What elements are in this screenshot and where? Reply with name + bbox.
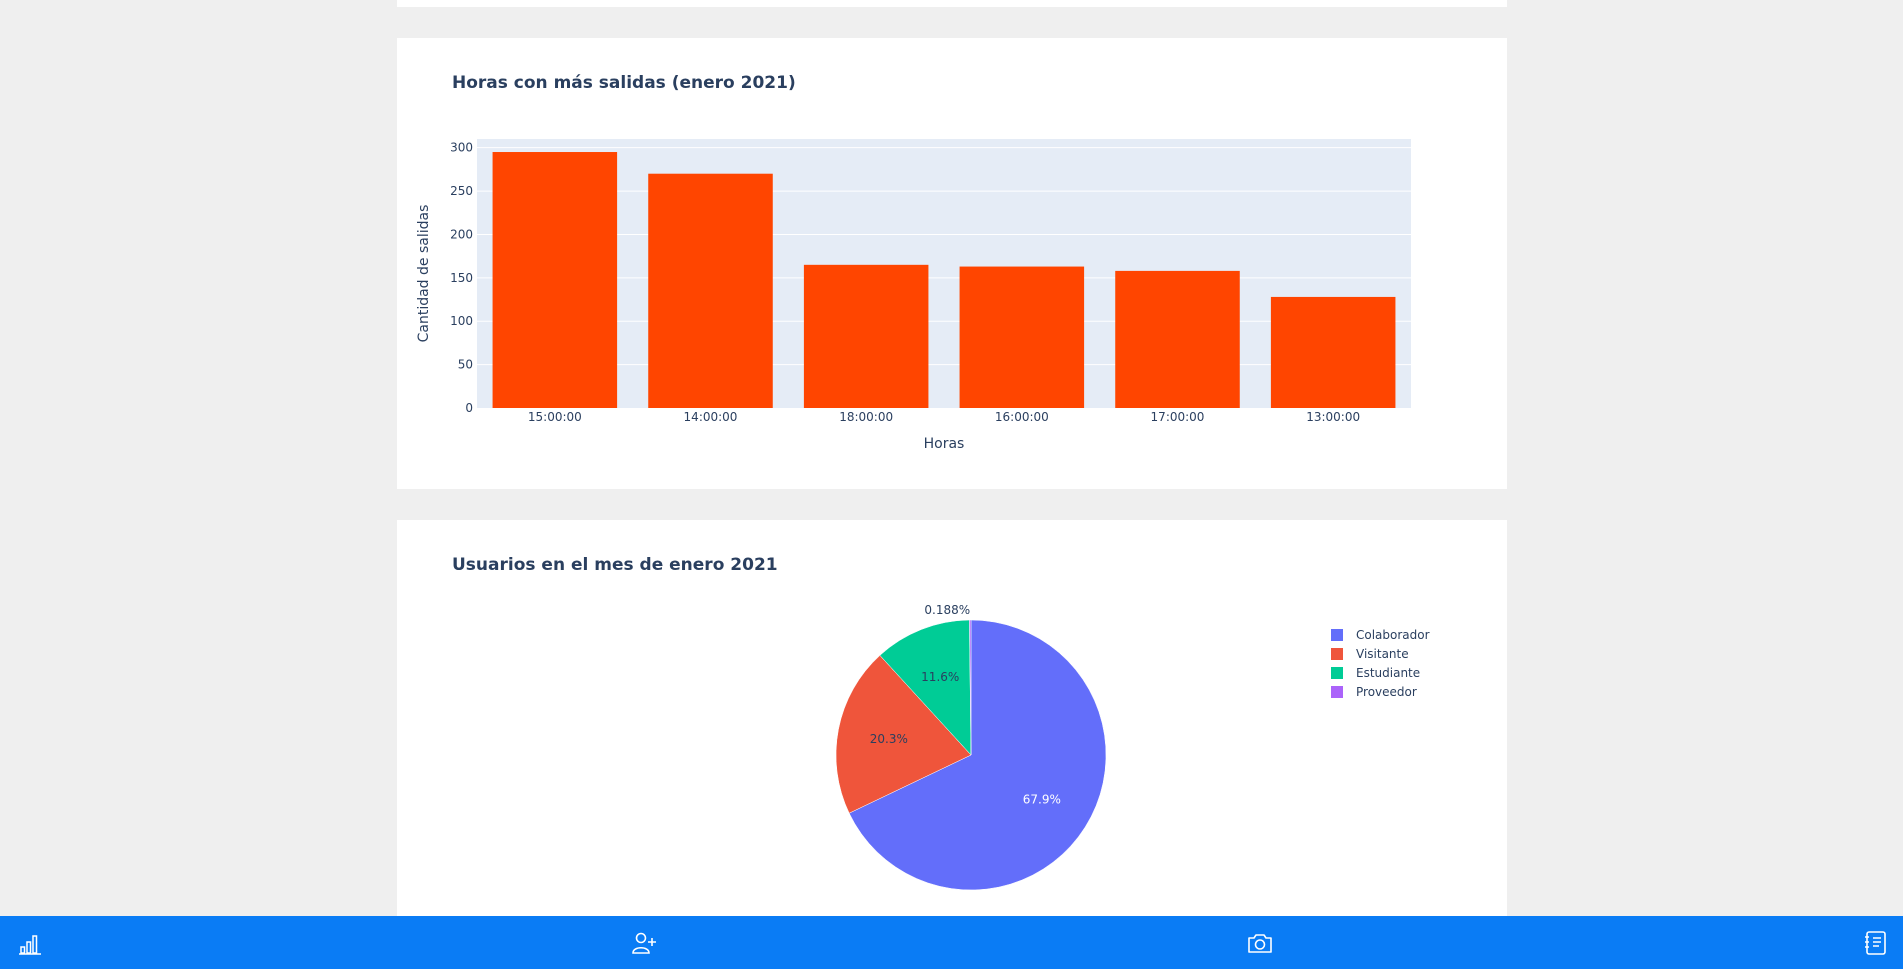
- x-tick-label: 15:00:00: [528, 410, 582, 424]
- bar-chart-card: Horas con más salidas (enero 2021) 0 50 10…: [397, 38, 1507, 489]
- y-tick-label: 200: [450, 227, 473, 241]
- x-tick-label: 18:00:00: [839, 410, 893, 424]
- plot-area: [477, 139, 1411, 408]
- chart-icon: [19, 934, 41, 955]
- camera-icon: [1248, 933, 1272, 953]
- legend-swatch: [1331, 667, 1343, 679]
- y-tick-label: 150: [450, 271, 473, 285]
- y-tick-label: 50: [458, 358, 473, 372]
- bar: [1115, 270, 1240, 408]
- camera-nav-button[interactable]: [1230, 916, 1290, 969]
- legend-label: Colaborador: [1356, 628, 1430, 642]
- y-tick-label: 100: [450, 314, 473, 328]
- x-axis-title: Horas: [924, 436, 965, 452]
- legend-label: Estudiante: [1356, 666, 1420, 680]
- legend-swatch: [1331, 648, 1343, 660]
- bar: [648, 173, 773, 408]
- slice-label: 11.6%: [921, 670, 959, 684]
- pie-chart-card: Usuarios en el mes de enero 2021 67.9% 20…: [397, 520, 1507, 969]
- pie-slice: [835, 655, 972, 814]
- add-user-icon: [632, 932, 656, 954]
- pie-chart: 67.9% 20.3% 11.6% 0.188% Colaborador Visitant…: [835, 603, 1430, 891]
- notebook-icon: [1865, 930, 1886, 955]
- y-tick-label: 0: [465, 401, 473, 415]
- slice-label: 67.9%: [1023, 793, 1061, 807]
- pie-chart-title: Usuarios en el mes de enero 2021: [452, 555, 778, 575]
- legend-swatch: [1331, 629, 1343, 641]
- bar: [492, 152, 618, 408]
- x-tick-label: 13:00:00: [1306, 410, 1360, 424]
- notebook-nav-button[interactable]: [1845, 916, 1903, 969]
- y-tick-label: 300: [450, 141, 473, 155]
- bar: [803, 264, 929, 408]
- bar-chart-title: Horas con más salidas (enero 2021): [452, 73, 796, 93]
- pie-slice: [848, 619, 1107, 891]
- pie-slice: [879, 619, 972, 756]
- add-user-nav-button[interactable]: [614, 916, 674, 969]
- y-axis-title: Cantidad de salidas: [416, 205, 432, 343]
- previous-card: [397, 0, 1507, 7]
- bar-chart: 0 50 100 150 200 250 300 15:00:00 14:00:00 18:00:…: [416, 139, 1411, 452]
- legend-label: Proveedor: [1356, 685, 1417, 699]
- x-tick-label: 17:00:00: [1151, 410, 1205, 424]
- bar: [959, 266, 1085, 408]
- legend-label: Visitante: [1356, 647, 1409, 661]
- slice-label: 0.188%: [924, 603, 970, 617]
- x-tick-label: 16:00:00: [995, 410, 1049, 424]
- y-tick-label: 250: [450, 184, 473, 198]
- legend-swatch: [1331, 686, 1343, 698]
- pie-slice: [969, 619, 972, 756]
- slice-label: 20.3%: [870, 732, 908, 746]
- stats-nav-button[interactable]: [0, 916, 60, 969]
- bottom-nav: [0, 916, 1903, 969]
- x-tick-label: 14:00:00: [684, 410, 738, 424]
- bar: [1270, 296, 1396, 408]
